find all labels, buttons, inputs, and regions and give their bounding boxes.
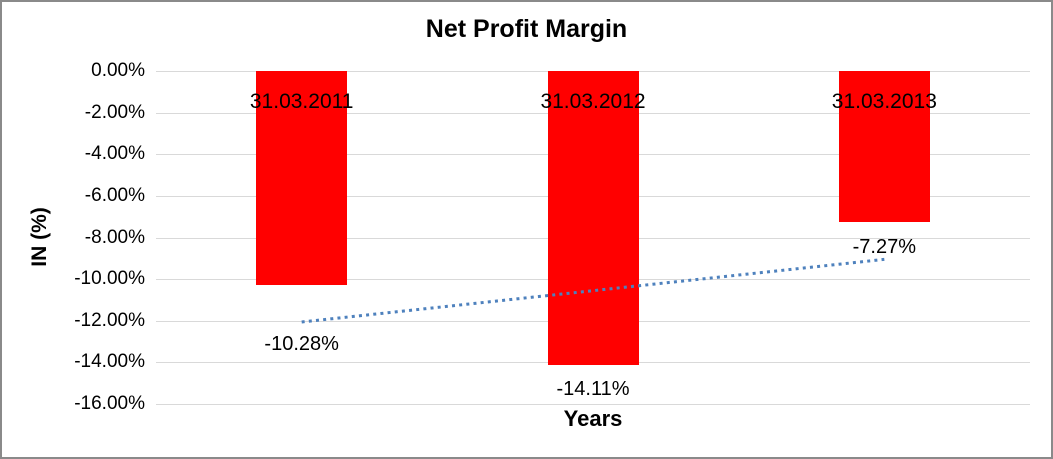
value-label: -7.27%: [852, 236, 917, 259]
y-axis-tick-label: -16.00%: [74, 393, 145, 414]
chart-title: Net Profit Margin: [425, 15, 628, 43]
y-axis-tick-label: -10.00%: [74, 268, 145, 290]
bar: [256, 71, 348, 285]
y-axis-tick-label: -4.00%: [84, 143, 145, 165]
y-axis-tick-label: -14.00%: [74, 351, 145, 373]
y-axis-tick-label: -8.00%: [84, 226, 145, 248]
category-label: 31.03.2013: [831, 90, 937, 113]
category-label: 31.03.2012: [540, 90, 646, 113]
value-label: -14.11%: [556, 377, 630, 400]
value-label: -10.28%: [264, 332, 339, 355]
y-axis-tick-label: -6.00%: [84, 184, 145, 206]
y-axis-tick-label: 0.00%: [91, 60, 145, 81]
bar: [838, 71, 930, 223]
bar: [547, 71, 639, 365]
gridline: [156, 404, 1030, 405]
y-axis-tick-label: -2.00%: [84, 101, 145, 123]
y-axis-tick-label: -12.00%: [74, 309, 145, 331]
category-label: 31.03.2011: [249, 90, 354, 113]
x-axis-title: Years: [563, 406, 623, 431]
